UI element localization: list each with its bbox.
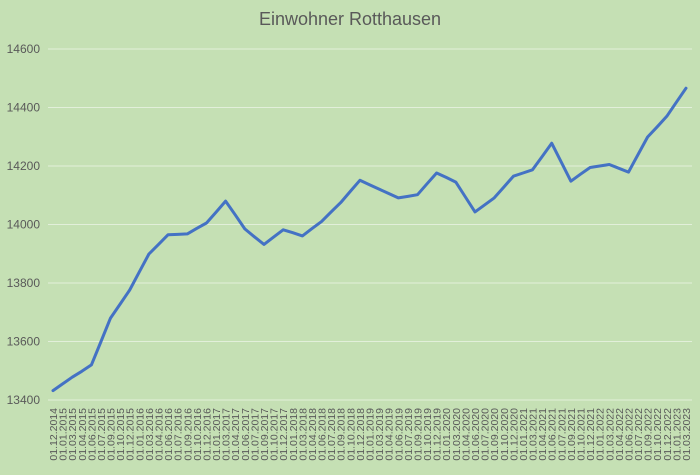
x-tick-label: 01.10.2016 <box>192 408 204 461</box>
x-tick-label: 01.04.2017 <box>230 408 242 461</box>
x-tick-label: 01.01.2017 <box>211 408 223 461</box>
x-tick-label: 01.12.2019 <box>432 408 444 461</box>
x-tick-label: 01.12.2021 <box>585 408 597 461</box>
x-tick-label: 01.10.2017 <box>269 408 281 461</box>
x-tick-label: 01.04.2016 <box>154 408 166 461</box>
x-tick-label: 01.01.2018 <box>288 408 300 461</box>
x-tick-label: 01.06.2019 <box>393 408 405 461</box>
x-tick-label: 01.03.2021 <box>528 408 540 461</box>
x-tick-label: 01.03.2015 <box>67 408 79 461</box>
x-tick-label: 01.10.2021 <box>576 408 588 461</box>
y-tick-label: 14200 <box>7 159 41 173</box>
x-tick-label: 01.01.2023 <box>671 408 683 461</box>
x-tick-label: 01.12.2020 <box>508 408 520 461</box>
y-tick-label: 13800 <box>7 276 41 290</box>
x-tick-label: 01.12.2016 <box>201 408 213 461</box>
y-tick-label: 14000 <box>7 218 41 232</box>
x-tick-label: 01.03.2016 <box>144 408 156 461</box>
x-tick-label: 01.07.2022 <box>633 408 645 461</box>
x-tick-label: 01.04.2020 <box>460 408 472 461</box>
x-tick-label: 01.12.2015 <box>125 408 137 461</box>
x-tick-label: 01.12.2014 <box>48 408 60 461</box>
x-tick-label: 01.06.2015 <box>86 408 98 461</box>
x-tick-label: 01.09.2019 <box>412 408 424 461</box>
y-tick-label: 13600 <box>7 335 41 349</box>
x-tick-label: 01.07.2016 <box>173 408 185 461</box>
y-axis-ticks: 13400 13600 13800 14000 14200 14400 14600 <box>7 42 41 407</box>
x-tick-label: 01.09.2018 <box>336 408 348 461</box>
x-tick-label: 01.01.2022 <box>595 408 607 461</box>
x-tick-label: 01.12.2017 <box>278 408 290 461</box>
x-tick-label: 01.10.2022 <box>652 408 664 461</box>
x-tick-label: 01.09.2020 <box>489 408 501 461</box>
x-tick-label: 01.01.2015 <box>58 408 70 461</box>
x-tick-label: 01.07.2019 <box>403 408 415 461</box>
y-tick-label: 13400 <box>7 393 41 407</box>
series-line-0 <box>51 86 688 393</box>
x-tick-label: 01.01.2019 <box>365 408 377 461</box>
x-tick-label: 01.01.2016 <box>134 408 146 461</box>
x-tick-label: 01.09.2015 <box>106 408 118 461</box>
x-tick-label: 01.07.2018 <box>326 408 338 461</box>
gridlines <box>48 48 692 401</box>
x-tick-label: 01.03.2022 <box>604 408 616 461</box>
x-tick-label: 01.12.2022 <box>662 408 674 461</box>
x-tick-label: 01.09.2022 <box>643 408 655 461</box>
y-tick-label: 14400 <box>7 101 41 115</box>
x-tick-label: 01.06.2021 <box>547 408 559 461</box>
x-tick-label: 01.01.2021 <box>518 408 530 461</box>
y-tick-label: 14600 <box>7 42 41 56</box>
x-tick-label: 01.03.2018 <box>297 408 309 461</box>
chart-title: Einwohner Rotthausen <box>258 9 442 29</box>
x-tick-label: 01.07.2021 <box>556 408 568 461</box>
x-axis-ticks: 01.12.201401.01.201501.03.201501.04.2015… <box>48 408 693 461</box>
x-tick-label: 01.06.2020 <box>470 408 482 461</box>
x-tick-label: 01.03.2017 <box>221 408 233 461</box>
x-tick-label: 01.04.2018 <box>307 408 319 461</box>
x-tick-label: 01.10.2015 <box>115 408 127 461</box>
x-tick-label: 01.12.2018 <box>355 408 367 461</box>
x-tick-label: 01.03.2020 <box>451 408 463 461</box>
x-tick-label: 01.10.2020 <box>499 408 511 461</box>
x-tick-label: 01.06.2017 <box>240 408 252 461</box>
x-tick-label: 01.09.2016 <box>182 408 194 461</box>
x-tick-label: 01.04.2022 <box>614 408 626 461</box>
x-tick-label: 01.09.2021 <box>566 408 578 461</box>
x-tick-label: 01.06.2018 <box>317 408 329 461</box>
x-tick-label: 01.03.2019 <box>374 408 386 461</box>
x-tick-label: 01.04.2021 <box>537 408 549 461</box>
x-tick-label: 01.07.2020 <box>480 408 492 461</box>
x-tick-label: 01.06.2016 <box>163 408 175 461</box>
x-tick-label: 01.09.2017 <box>259 408 271 461</box>
x-tick-label: 01.10.2018 <box>345 408 357 461</box>
x-tick-label: 01.06.2022 <box>623 408 635 461</box>
x-tick-label: 01.04.2015 <box>77 408 89 461</box>
x-tick-label: 01.07.2015 <box>96 408 108 461</box>
x-tick-label: 01.04.2019 <box>384 408 396 461</box>
x-tick-label: 01.01.2020 <box>441 408 453 461</box>
x-tick-label: 01.07.2017 <box>249 408 261 461</box>
series-layer <box>51 86 688 393</box>
x-tick-label: 01.10.2019 <box>422 408 434 461</box>
x-tick-label: 01.03.2023 <box>681 408 693 461</box>
